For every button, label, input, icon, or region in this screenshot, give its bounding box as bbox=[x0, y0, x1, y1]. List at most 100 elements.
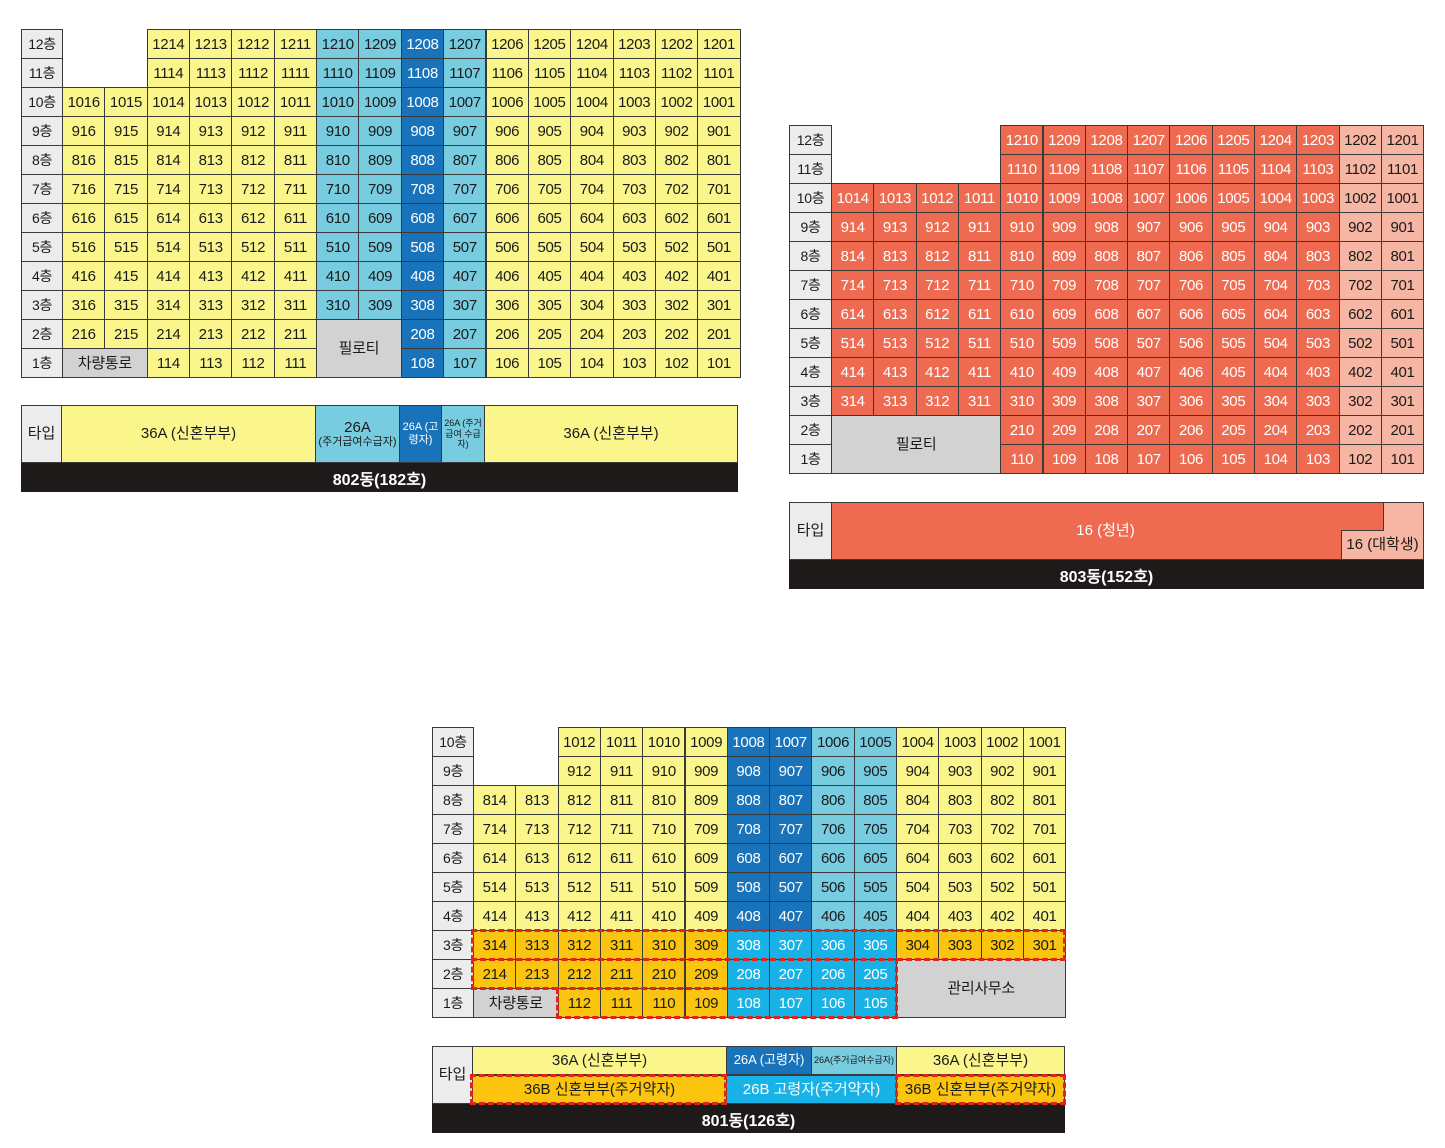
unit-cell: 516 bbox=[62, 232, 106, 262]
unit-cell: 701 bbox=[697, 174, 741, 204]
unit-cell: 213 bbox=[515, 959, 559, 989]
unit-cell: 302 bbox=[1338, 386, 1382, 416]
unit-cell: 501 bbox=[697, 232, 741, 262]
unit-cell: 805 bbox=[1211, 241, 1255, 271]
unit-cell: 313 bbox=[873, 386, 917, 416]
unit-cell: 1010 bbox=[1000, 183, 1044, 213]
unit-cell: 710 bbox=[1000, 270, 1044, 300]
unit-cell: 1006 bbox=[485, 87, 529, 117]
unit-cell: 514 bbox=[146, 232, 191, 262]
unit-cell: 409 bbox=[684, 901, 728, 931]
unit-cell: 1211 bbox=[273, 29, 318, 59]
unit-cell: 810 bbox=[642, 785, 686, 815]
unit-cell: 1106 bbox=[485, 58, 529, 88]
unit-cell: 912 bbox=[557, 756, 601, 786]
unit-cell: 413 bbox=[515, 901, 559, 931]
unit-cell: 506 bbox=[485, 232, 529, 262]
unit-cell: 1107 bbox=[1127, 154, 1171, 184]
unit-cell: 412 bbox=[915, 357, 959, 387]
unit-cell: 1002 bbox=[980, 727, 1024, 757]
unit-cell: 803 bbox=[938, 785, 982, 815]
unit-cell: 110 bbox=[1000, 444, 1044, 474]
unit-cell: 303 bbox=[1296, 386, 1340, 416]
unit-cell: 507 bbox=[1127, 328, 1171, 358]
unit-cell: 906 bbox=[485, 116, 529, 146]
floor-label: 7층 bbox=[432, 814, 474, 844]
unit-cell: 402 bbox=[654, 261, 699, 291]
unit-cell: 814 bbox=[831, 241, 875, 271]
unit-cell: 411 bbox=[599, 901, 644, 931]
type-26a-elderly: 26A (고령자) bbox=[399, 405, 442, 463]
unit-cell: 301 bbox=[697, 290, 741, 320]
unit-cell: 513 bbox=[189, 232, 233, 262]
unit-cell: 1103 bbox=[1296, 154, 1340, 184]
unit-cell: 1007 bbox=[1127, 183, 1171, 213]
unit-cell: 709 bbox=[358, 174, 402, 204]
unit-cell: 815 bbox=[104, 145, 148, 175]
unit-cell: 803 bbox=[1296, 241, 1340, 271]
unit-cell: 1212 bbox=[231, 29, 275, 59]
unit-cell: 808 bbox=[400, 145, 445, 175]
unit-cell: 1205 bbox=[1211, 125, 1255, 155]
unit-cell: 408 bbox=[1084, 357, 1129, 387]
unit-cell: 615 bbox=[104, 203, 148, 233]
unit-cell: 404 bbox=[896, 901, 940, 931]
unit-cell: 901 bbox=[1380, 212, 1425, 242]
unit-cell: 1203 bbox=[1296, 125, 1340, 155]
unit-cell: 101 bbox=[697, 348, 741, 378]
unit-cell: 308 bbox=[1084, 386, 1129, 416]
unit-cell: 812 bbox=[557, 785, 601, 815]
floor-label: 1층 bbox=[789, 444, 832, 474]
unit-cell: 201 bbox=[697, 319, 741, 349]
unit-cell: 307 bbox=[443, 290, 487, 320]
floor-label: 3층 bbox=[432, 930, 474, 960]
unit-cell: 902 bbox=[654, 116, 699, 146]
unit-cell: 907 bbox=[1127, 212, 1171, 242]
unit-cell: 1005 bbox=[1211, 183, 1255, 213]
piloti: 필로티 bbox=[831, 415, 1002, 474]
unit-cell: 713 bbox=[515, 814, 559, 844]
unit-cell: 807 bbox=[1127, 241, 1171, 271]
unit-cell: 1101 bbox=[1380, 154, 1425, 184]
unit-cell: 510 bbox=[642, 872, 686, 902]
unit-cell: 404 bbox=[570, 261, 614, 291]
unit-cell: 403 bbox=[1296, 357, 1340, 387]
unit-cell: 1006 bbox=[811, 727, 855, 757]
unit-cell: 1207 bbox=[443, 29, 487, 59]
unit-cell: 211 bbox=[599, 959, 644, 989]
unit-cell: 908 bbox=[400, 116, 445, 146]
floor-label: 9층 bbox=[789, 212, 832, 242]
unit-cell: 1001 bbox=[1022, 727, 1067, 757]
unit-cell: 811 bbox=[957, 241, 1002, 271]
unit-cell: 304 bbox=[896, 930, 940, 960]
unit-cell: 708 bbox=[726, 814, 771, 844]
unit-cell: 610 bbox=[1000, 299, 1044, 329]
unit-cell: 609 bbox=[358, 203, 402, 233]
unit-cell: 1105 bbox=[527, 58, 572, 88]
unit-cell: 902 bbox=[980, 756, 1024, 786]
unit-cell: 609 bbox=[1042, 299, 1086, 329]
unit-cell: 1009 bbox=[684, 727, 728, 757]
unit-cell: 114 bbox=[146, 348, 191, 378]
unit-cell: 710 bbox=[316, 174, 360, 204]
unit-cell: 412 bbox=[557, 901, 601, 931]
unit-cell: 905 bbox=[527, 116, 572, 146]
unit-cell: 1214 bbox=[146, 29, 191, 59]
unit-cell: 206 bbox=[811, 959, 855, 989]
unit-cell: 1204 bbox=[570, 29, 614, 59]
unit-cell: 712 bbox=[557, 814, 601, 844]
unit-cell: 1014 bbox=[146, 87, 191, 117]
unit-cell: 807 bbox=[769, 785, 813, 815]
unit-cell: 912 bbox=[231, 116, 275, 146]
unit-cell: 405 bbox=[527, 261, 572, 291]
unit-cell: 1013 bbox=[873, 183, 917, 213]
unit-cell: 513 bbox=[515, 872, 559, 902]
unit-cell: 513 bbox=[873, 328, 917, 358]
unit-cell: 214 bbox=[146, 319, 191, 349]
floor-label: 1층 bbox=[432, 988, 474, 1018]
floor-label: 6층 bbox=[789, 299, 832, 329]
unit-cell: 706 bbox=[1169, 270, 1213, 300]
unit-cell: 1010 bbox=[316, 87, 360, 117]
floor-label: 11층 bbox=[21, 58, 63, 88]
unit-cell: 1207 bbox=[1127, 125, 1171, 155]
